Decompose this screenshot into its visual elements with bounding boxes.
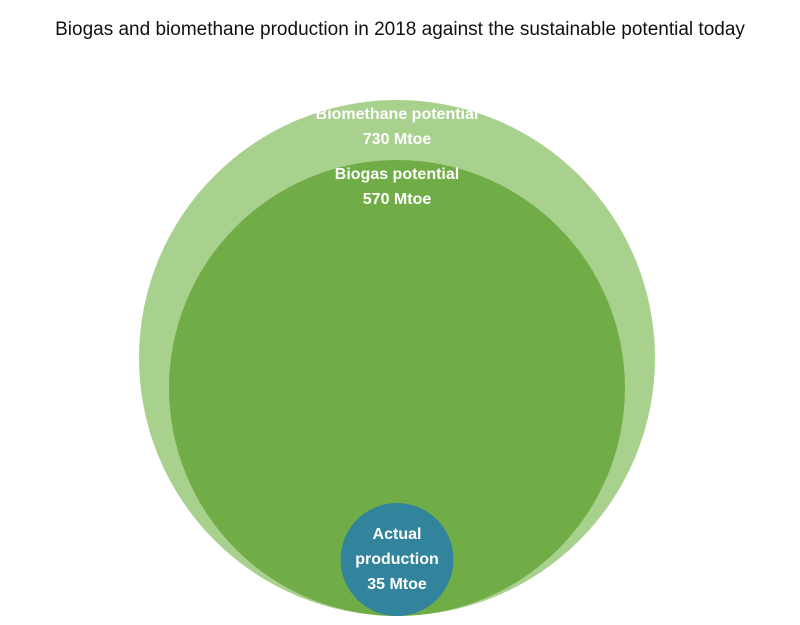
bubble-label: Biomethane potential 730 Mtoe [247,102,547,152]
bubble-label: Biogas potential 570 Mtoe [247,162,547,212]
bubble-name: Actual production [355,526,439,568]
bubble [169,160,625,617]
bubble [340,503,454,616]
bubble-label: Actual production 35 Mtoe [349,522,445,597]
bubble-name: Biogas potential [334,166,460,184]
bubble-value: 730 Mtoe [362,131,432,148]
bubble-value: 570 Mtoe [362,191,432,209]
bubble-name: Biomethane potential [315,106,479,123]
chart-title: Biogas and biomethane production in 2018… [55,19,745,40]
bubble-value: 35 Mtoe [367,576,427,593]
